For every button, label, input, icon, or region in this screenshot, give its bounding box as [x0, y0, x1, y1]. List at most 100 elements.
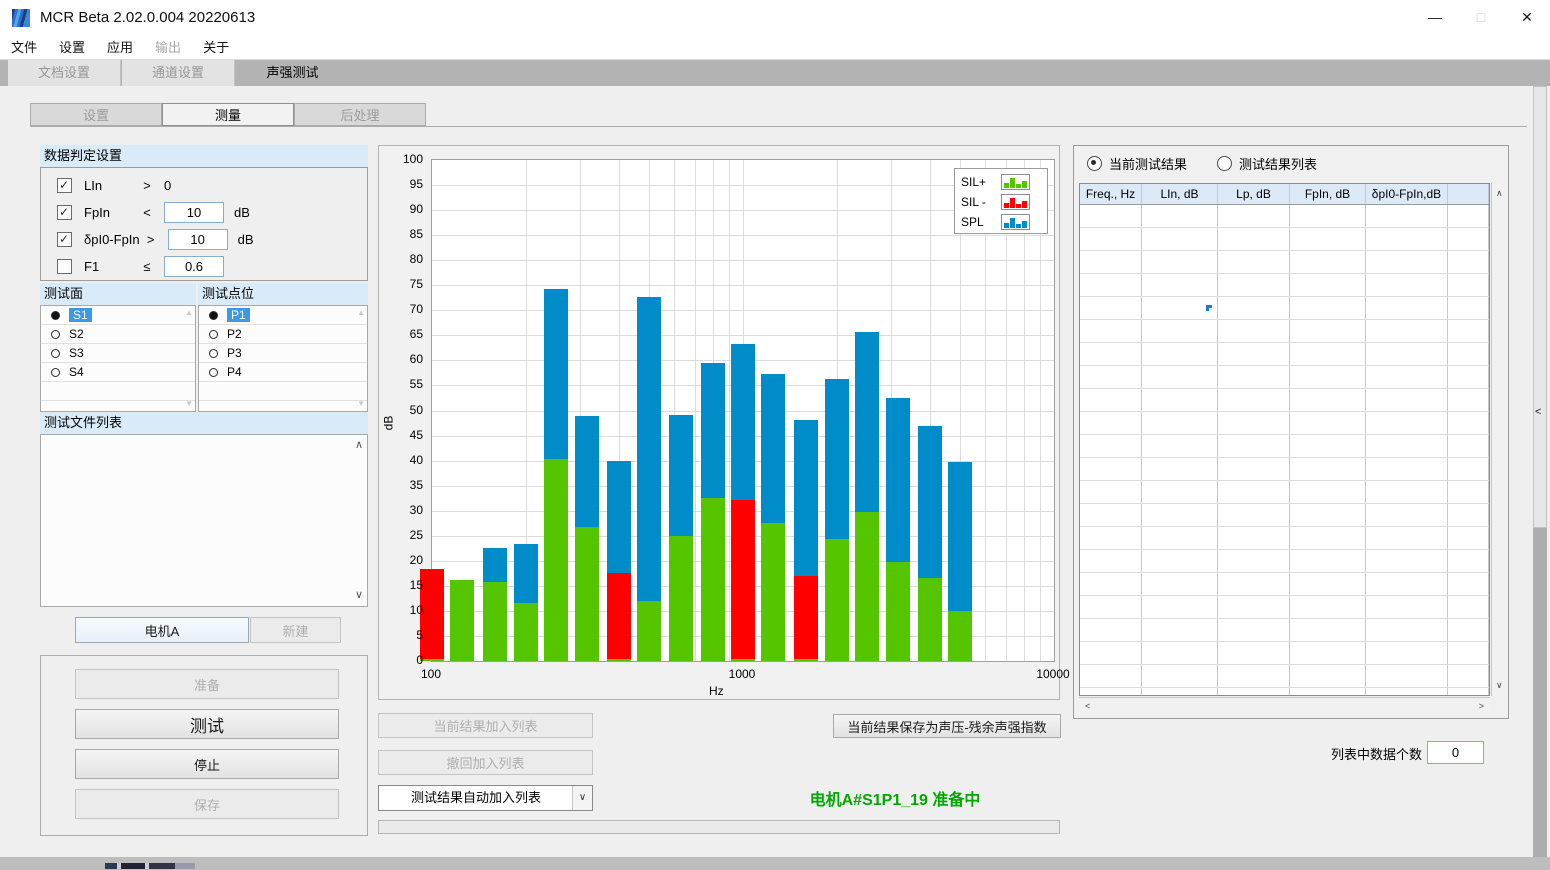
- checkbox-F1[interactable]: [57, 258, 72, 274]
- bar-sil-minus-1600: [794, 575, 818, 659]
- point-row: [199, 401, 367, 411]
- checkbox-δpI0-FpIn[interactable]: [57, 231, 72, 247]
- checkbox-FpIn[interactable]: [57, 204, 72, 220]
- surface-row[interactable]: S3: [41, 344, 195, 363]
- control-button-停止[interactable]: 停止: [75, 749, 339, 779]
- minimize-button[interactable]: —: [1428, 9, 1442, 25]
- save-as-pressure-button[interactable]: 当前结果保存为声压-残余声强指数: [833, 714, 1061, 738]
- table-cell: [1218, 412, 1290, 434]
- criteria-row: δpI0-FpIn >10 dB: [41, 228, 367, 250]
- radio-S2[interactable]: [51, 329, 60, 339]
- scroll-up-icon[interactable]: ∧: [354, 439, 363, 451]
- radio-label: 测试结果列表: [1239, 156, 1318, 172]
- chevron-down-icon[interactable]: ∨: [572, 786, 592, 810]
- point-row[interactable]: P2: [199, 325, 367, 344]
- collapse-left-icon[interactable]: <: [1535, 406, 1542, 418]
- table-row: [1080, 619, 1489, 642]
- undo-add-button[interactable]: 撤回加入列表: [378, 750, 593, 775]
- table-cell: [1366, 596, 1448, 618]
- table-cell: [1218, 596, 1290, 618]
- side-splitter[interactable]: <: [1533, 86, 1547, 857]
- control-button-测试[interactable]: 测试: [75, 709, 339, 739]
- y-tick-label: 80: [409, 252, 423, 267]
- radio-icon[interactable]: [1087, 155, 1102, 171]
- main-tab-声强测试[interactable]: 声强测试: [236, 60, 349, 86]
- results-radio-当前测试结果[interactable]: 当前测试结果: [1087, 155, 1187, 172]
- radio-S4[interactable]: [51, 367, 60, 377]
- table-cell: [1290, 389, 1366, 411]
- criteria-value-input[interactable]: 10: [164, 201, 224, 223]
- scroll-right-icon[interactable]: >: [1478, 701, 1484, 711]
- radio-P3[interactable]: [209, 348, 218, 358]
- y-tick-label: 30: [409, 502, 423, 517]
- sub-tab-设置[interactable]: 设置: [30, 103, 162, 126]
- results-radio-测试结果列表[interactable]: 测试结果列表: [1217, 155, 1318, 172]
- auto-add-dropdown[interactable]: 测试结果自动加入列表 ∨: [378, 785, 593, 811]
- new-button[interactable]: 新建: [250, 617, 341, 643]
- radio-P1[interactable]: [209, 310, 218, 320]
- table-cell: [1448, 366, 1489, 388]
- close-button[interactable]: ✕: [1521, 9, 1533, 25]
- point-row[interactable]: P3: [199, 344, 367, 363]
- table-cell: [1290, 504, 1366, 526]
- radio-P4[interactable]: [209, 367, 218, 377]
- radio-S3[interactable]: [51, 348, 60, 358]
- scroll-up-icon[interactable]: ▲: [357, 308, 365, 317]
- table-cell: [1366, 412, 1448, 434]
- checkbox-LIn[interactable]: [57, 177, 72, 193]
- radio-P2[interactable]: [209, 329, 218, 339]
- splitter-track[interactable]: [1533, 86, 1547, 528]
- point-row[interactable]: P1: [199, 306, 367, 325]
- motor-name-button[interactable]: 电机A: [75, 617, 249, 643]
- menu-item-应用[interactable]: 应用: [107, 40, 134, 55]
- scroll-down-icon[interactable]: ∨: [354, 589, 363, 601]
- point-item-P4[interactable]: P4: [227, 365, 242, 379]
- add-current-result-button[interactable]: 当前结果加入列表: [378, 713, 593, 738]
- scroll-down-icon[interactable]: ▼: [357, 399, 365, 408]
- table-row: [1080, 366, 1489, 389]
- surface-row[interactable]: S4: [41, 363, 195, 382]
- main-tab-文档设置[interactable]: 文档设置: [8, 60, 121, 86]
- table-vertical-scrollbar[interactable]: ∧ ∨: [1491, 183, 1508, 696]
- scroll-down-icon[interactable]: ▼: [185, 399, 193, 408]
- sub-tab-后处理[interactable]: 后处理: [294, 103, 426, 126]
- column-header: LIn, dB: [1142, 184, 1218, 204]
- table-cell: [1080, 550, 1142, 572]
- y-tick-label: 45: [409, 427, 423, 442]
- scroll-down-icon[interactable]: ∨: [1496, 680, 1503, 690]
- surface-row[interactable]: S2: [41, 325, 195, 344]
- point-item-P2[interactable]: P2: [227, 327, 242, 341]
- surface-row[interactable]: S1: [41, 306, 195, 325]
- criteria-value-input[interactable]: 10: [167, 228, 228, 250]
- radio-S1[interactable]: [51, 310, 60, 320]
- sub-tab-测量[interactable]: 测量: [162, 103, 294, 126]
- table-cell: [1290, 527, 1366, 549]
- criteria-value-input[interactable]: 0.6: [164, 255, 224, 277]
- surface-item-S4[interactable]: S4: [69, 365, 84, 379]
- surface-item-S2[interactable]: S2: [69, 327, 84, 341]
- menu-item-设置[interactable]: 设置: [59, 40, 86, 55]
- table-cell: [1080, 665, 1142, 687]
- table-horizontal-scrollbar[interactable]: < >: [1079, 697, 1490, 715]
- scroll-left-icon[interactable]: <: [1085, 701, 1091, 711]
- menu-item-文件[interactable]: 文件: [11, 40, 38, 55]
- app-logo-icon: [12, 9, 30, 27]
- control-button-保存[interactable]: 保存: [75, 789, 339, 819]
- point-row[interactable]: P4: [199, 363, 367, 382]
- point-item-P3[interactable]: P3: [227, 346, 242, 360]
- main-tab-通道设置[interactable]: 通道设置: [122, 60, 235, 86]
- surface-item-S1[interactable]: S1: [69, 308, 92, 322]
- menu-item-关于[interactable]: 关于: [203, 40, 230, 55]
- bar-spl-3150: [886, 398, 910, 562]
- point-item-P1[interactable]: P1: [227, 308, 250, 322]
- scroll-up-icon[interactable]: ∧: [1496, 188, 1503, 198]
- table-row: [1080, 550, 1489, 573]
- scroll-up-icon[interactable]: ▲: [185, 308, 193, 317]
- radio-icon[interactable]: [1217, 155, 1232, 171]
- control-button-准备[interactable]: 准备: [75, 669, 339, 699]
- table-cell: [1080, 642, 1142, 664]
- y-tick-label: 75: [409, 277, 423, 292]
- maximize-button[interactable]: □: [1476, 9, 1486, 25]
- menu-item-输出[interactable]: 输出: [155, 40, 182, 55]
- surface-item-S3[interactable]: S3: [69, 346, 84, 360]
